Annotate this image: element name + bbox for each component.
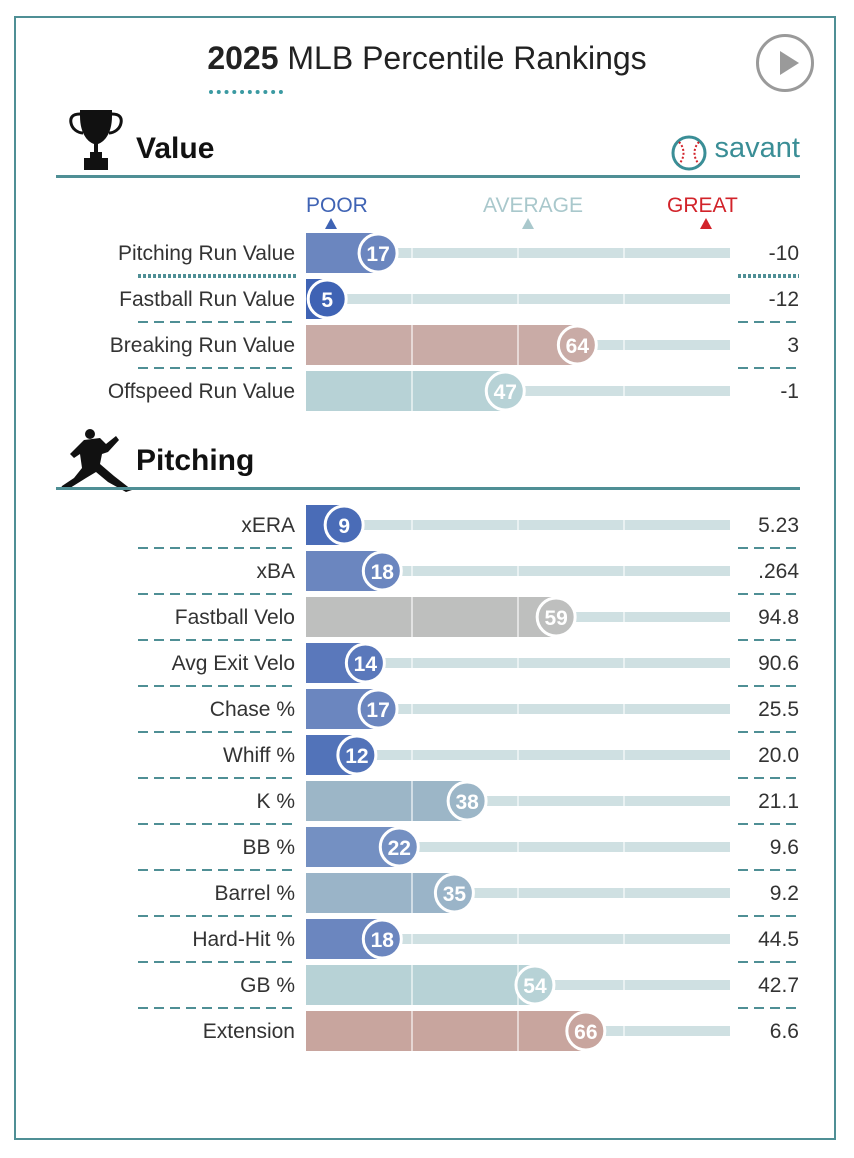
percentile-label: 12 (345, 745, 368, 768)
savant-logo: savant (714, 132, 800, 164)
percentile-label: 18 (371, 561, 395, 584)
category-label: BB % (242, 836, 295, 859)
percentile-label: 17 (366, 699, 389, 722)
stat-value: 42.7 (758, 974, 799, 997)
percentile-bar (306, 1011, 586, 1051)
card-frame (14, 16, 836, 1140)
category-label: Offspeed Run Value (108, 380, 295, 403)
percentile-marker (357, 688, 399, 730)
percentile-label: 35 (443, 883, 467, 906)
percentile-marker (336, 734, 378, 776)
stat-value: 3 (787, 334, 799, 357)
percentile-marker (361, 918, 403, 960)
percentile-bar (306, 371, 506, 411)
great-arrow-icon (700, 218, 712, 229)
percentile-marker (323, 504, 365, 546)
category-label: Barrel % (214, 882, 295, 905)
stat-value: 9.2 (770, 882, 799, 905)
stat-value: 94.8 (758, 606, 799, 629)
category-label: Fastball Velo (175, 606, 295, 629)
page-title: 2025 MLB Percentile Rankings (0, 40, 854, 77)
scale-poor-label: POOR (306, 194, 368, 217)
percentile-label: 66 (574, 1021, 597, 1044)
stat-value: 21.1 (758, 790, 799, 813)
percentile-marker (556, 324, 598, 366)
baseball-icon (671, 135, 707, 171)
category-label: xERA (241, 514, 295, 537)
stat-value: .264 (758, 560, 799, 583)
percentile-label: 9 (338, 515, 350, 538)
category-label: GB % (240, 974, 295, 997)
percentile-marker (565, 1010, 607, 1052)
percentile-label: 18 (371, 929, 395, 952)
percentile-marker (446, 780, 488, 822)
scale-average-label: AVERAGE (483, 194, 583, 217)
category-label: Hard-Hit % (192, 928, 295, 951)
percentile-marker (433, 872, 475, 914)
title-text: MLB Percentile Rankings (287, 40, 647, 76)
percentile-marker (378, 826, 420, 868)
category-label: Pitching Run Value (118, 242, 295, 265)
section-title-value: Value (136, 132, 215, 165)
stat-value: 44.5 (758, 928, 799, 951)
percentile-marker (306, 278, 348, 320)
pitcher-icon (60, 429, 132, 492)
percentile-label: 59 (544, 607, 567, 630)
percentile-label: 38 (455, 791, 479, 814)
percentile-label: 14 (354, 653, 378, 676)
stat-value: 6.6 (770, 1020, 799, 1043)
stat-value: 90.6 (758, 652, 799, 675)
percentile-marker (484, 370, 526, 412)
section-header-pitching: Pitching (56, 429, 800, 492)
percentile-bar (306, 781, 468, 821)
stat-value: -12 (769, 288, 799, 311)
stat-value: 20.0 (758, 744, 799, 767)
section-divider-value (56, 175, 800, 178)
percentile-label: 22 (388, 837, 411, 860)
stat-value: -10 (769, 242, 799, 265)
scale-great-label: GREAT (667, 194, 738, 217)
trophy-icon (69, 110, 123, 170)
percentile-label: 64 (566, 335, 590, 358)
category-label: K % (256, 790, 295, 813)
category-label: Breaking Run Value (110, 334, 295, 357)
title-year: 2025 (207, 40, 279, 76)
category-label: xBA (256, 560, 295, 583)
section-header-value: Value savant (56, 110, 800, 178)
percentile-marker (357, 232, 399, 274)
poor-arrow-icon (325, 218, 337, 229)
section-divider-pitching (56, 487, 800, 490)
play-button[interactable] (756, 34, 814, 92)
percentile-bar (306, 873, 455, 913)
percentile-label: 5 (321, 289, 333, 312)
percentile-label: 17 (366, 243, 389, 266)
percentile-marker (361, 550, 403, 592)
percentile-marker (344, 642, 386, 684)
stat-value: -1 (780, 380, 799, 403)
average-arrow-icon (522, 218, 534, 229)
category-label: Avg Exit Velo (172, 652, 295, 675)
category-label: Fastball Run Value (119, 288, 295, 311)
section-title-pitching: Pitching (136, 444, 255, 477)
stat-value: 9.6 (770, 836, 799, 859)
play-icon (780, 51, 799, 75)
category-label: Whiff % (223, 744, 295, 767)
percentile-bar (306, 965, 535, 1005)
percentile-label: 54 (523, 975, 547, 998)
percentile-bar (306, 597, 557, 637)
category-label: Chase % (210, 698, 295, 721)
percentile-marker (514, 964, 556, 1006)
stat-value: 5.23 (758, 514, 799, 537)
category-label: Extension (203, 1020, 295, 1043)
stat-value: 25.5 (758, 698, 799, 721)
title-dots (209, 86, 283, 94)
percentile-label: 47 (494, 381, 517, 404)
percentile-marker (535, 596, 577, 638)
percentile-bar (306, 325, 578, 365)
